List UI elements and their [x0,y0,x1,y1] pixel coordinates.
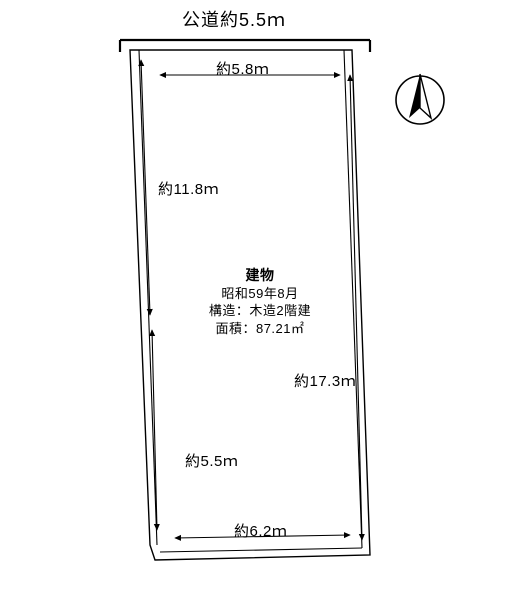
dim-bottom-label: 約6.2ｍ [234,520,287,541]
dim-left-arrow [141,60,150,315]
building-structure: 構造：木造2階建 [195,302,325,320]
plot-canvas: 公道約5.5ｍ 約5.8ｍ 約11.8ｍ 約17.3ｍ [0,0,526,598]
dim-inner-left-label: 約5.5ｍ [185,450,238,471]
dim-right-label: 約17.3ｍ [294,370,356,391]
dim-top-label: 約5.8ｍ [216,58,269,79]
dim-left-label: 約11.8ｍ [158,178,219,199]
building-info: 建物 昭和59年8月 構造：木造2階建 面積：87.21㎡ [195,266,325,338]
inner-bottom-line [160,548,362,552]
building-area: 面積：87.21㎡ [195,320,325,338]
building-title: 建物 [195,266,325,285]
compass-icon [396,74,444,124]
inner-right-line [344,50,362,548]
inner-left-line [139,50,157,545]
building-date: 昭和59年8月 [195,285,325,303]
